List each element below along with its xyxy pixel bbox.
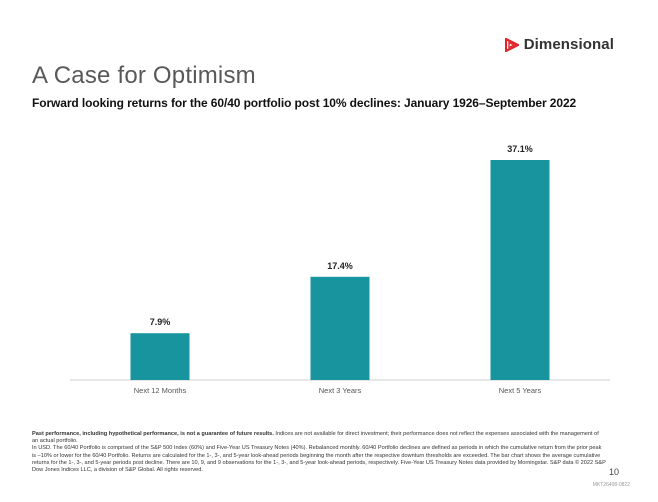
category-label-1: Next 3 Years [319,386,362,395]
footnote: Past performance, including hypothetical… [32,431,606,474]
page-subtitle: Forward looking returns for the 60/40 po… [32,96,577,110]
page-title: A Case for Optimism [32,62,256,89]
bar-2 [490,160,550,380]
data-label-1: 17.4% [327,261,353,271]
job-code: MKT26408-0822 [592,482,630,488]
footnote-paragraph-1: Indices are not available for direct inv… [32,431,599,445]
brand-logo: Dimensional [504,36,614,53]
dimensional-logo-icon [504,37,519,52]
footnote-paragraph-2: In USD. The 60/40 Portfolio is comprised… [32,445,606,474]
data-label-0: 7.9% [150,317,171,327]
data-label-2: 37.1% [507,144,533,154]
category-label-2: Next 5 Years [499,386,542,395]
bar-1 [310,276,370,380]
disclaimer-bold: Past performance, including hypothetical… [32,431,274,437]
page-number: 10 [608,467,619,477]
bar-0 [130,333,190,380]
brand-name: Dimensional [523,36,614,53]
category-label-0: Next 12 Months [134,386,187,395]
